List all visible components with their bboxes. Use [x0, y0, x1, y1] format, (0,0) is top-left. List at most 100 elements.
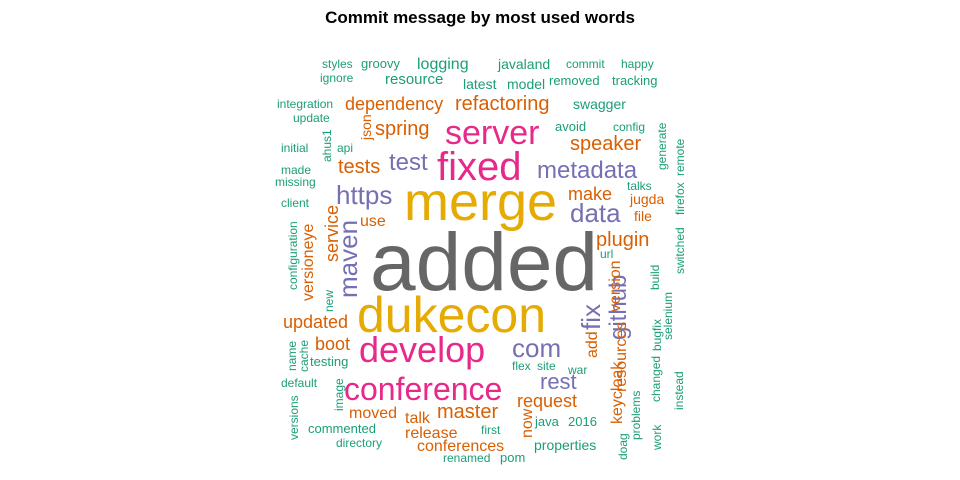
word-pom: pom: [500, 450, 525, 465]
word-jugda: jugda: [629, 191, 664, 207]
word-dukecon: dukecon: [357, 287, 546, 343]
word-url: url: [600, 247, 613, 261]
word-github: github: [605, 275, 632, 340]
word-selenium: selenium: [661, 292, 675, 340]
word-fix: fix: [576, 304, 606, 330]
word-testing: testing: [310, 354, 348, 369]
word-work: work: [650, 424, 664, 451]
word-added: added: [370, 217, 598, 308]
word-renamed: renamed: [443, 451, 490, 465]
word-firefox: firefox: [673, 182, 687, 215]
word-initial: initial: [281, 141, 308, 155]
word-commit: commit: [566, 57, 605, 71]
word-missing: missing: [275, 175, 316, 189]
word-site: site: [537, 359, 556, 373]
word-rest: rest: [540, 369, 577, 394]
word-groovy: groovy: [361, 56, 401, 71]
word-server: server: [445, 114, 539, 152]
word-talk: talk: [405, 410, 431, 427]
word-doag: doag: [616, 433, 630, 460]
word-bugfix: bugfix: [650, 319, 664, 351]
word-plugin: plugin: [596, 229, 649, 251]
word-conference: conference: [344, 371, 502, 407]
word-generate: generate: [655, 122, 669, 170]
word-ahus1: ahus1: [320, 129, 334, 162]
word-war: war: [567, 363, 587, 377]
chart-title: Commit message by most used words: [325, 8, 635, 27]
word-image: image: [332, 378, 346, 411]
word-client: client: [281, 196, 310, 210]
word-versioneye: versioneye: [300, 224, 317, 301]
word-use: use: [360, 213, 386, 230]
word-default: default: [281, 376, 318, 390]
word-name: name: [285, 341, 299, 371]
word-now: now: [519, 408, 536, 438]
word-speaker: speaker: [570, 133, 641, 155]
word-make: make: [568, 184, 612, 204]
word-release: release: [405, 425, 458, 442]
word-develop: develop: [359, 329, 485, 370]
word-tests: tests: [338, 156, 380, 178]
word-directory: directory: [336, 436, 382, 450]
word-updated: updated: [283, 312, 348, 332]
word-conferences: conferences: [417, 438, 504, 455]
word-model: model: [507, 76, 545, 92]
word-file: file: [634, 208, 652, 224]
word-boot: boot: [315, 334, 350, 354]
word-com: com: [512, 333, 561, 363]
word-flex: flex: [512, 359, 531, 373]
word-test: test: [389, 149, 428, 176]
word-add: add: [584, 331, 601, 358]
word-ignore: ignore: [320, 71, 354, 85]
word-swagger: swagger: [573, 96, 626, 112]
word-config: config: [613, 120, 645, 134]
word-data: data: [570, 198, 621, 228]
word-latest: latest: [463, 76, 497, 92]
word-tracking: tracking: [612, 73, 658, 88]
word-keycloak: keycloak: [609, 361, 626, 424]
word-avoid: avoid: [555, 119, 586, 134]
word-switched: switched: [673, 227, 687, 274]
word-service: service: [322, 205, 342, 262]
word-version: version: [607, 260, 624, 312]
word-dependency: dependency: [345, 94, 443, 114]
word-cache: cache: [297, 340, 311, 372]
word-fixed: fixed: [437, 145, 522, 189]
word-new: new: [322, 290, 336, 312]
word-java: java: [534, 414, 560, 429]
word-merge: merge: [404, 172, 557, 232]
word-https: https: [336, 180, 392, 210]
word-first: first: [481, 423, 501, 437]
word-resource: resource: [385, 71, 443, 88]
word-moved: moved: [349, 405, 397, 422]
word-resources: resources: [613, 322, 630, 392]
word-request: request: [517, 391, 577, 411]
word-2016: 2016: [568, 414, 597, 429]
word-remote: remote: [673, 138, 687, 176]
word-build: build: [648, 265, 662, 290]
word-properties: properties: [534, 437, 596, 453]
word-spring: spring: [375, 118, 429, 140]
word-problems: problems: [629, 391, 643, 440]
word-versions: versions: [287, 395, 301, 440]
word-configuration: configuration: [286, 221, 300, 290]
word-api: api: [337, 141, 353, 155]
word-removed: removed: [549, 73, 600, 88]
word-happy: happy: [621, 57, 654, 71]
word-maven: maven: [333, 220, 363, 298]
word-instead: instead: [672, 371, 686, 410]
word-javaland: javaland: [497, 56, 550, 72]
word-commented: commented: [308, 421, 376, 436]
word-changed: changed: [649, 356, 663, 402]
word-made: made: [281, 163, 311, 177]
word-talks: talks: [627, 179, 652, 193]
word-update: update: [293, 111, 330, 125]
word-integration: integration: [277, 97, 333, 111]
word-master: master: [437, 401, 498, 423]
word-metadata: metadata: [537, 157, 638, 184]
word-logging: logging: [417, 56, 469, 73]
word-json: json: [358, 114, 374, 141]
word-styles: styles: [322, 57, 353, 71]
